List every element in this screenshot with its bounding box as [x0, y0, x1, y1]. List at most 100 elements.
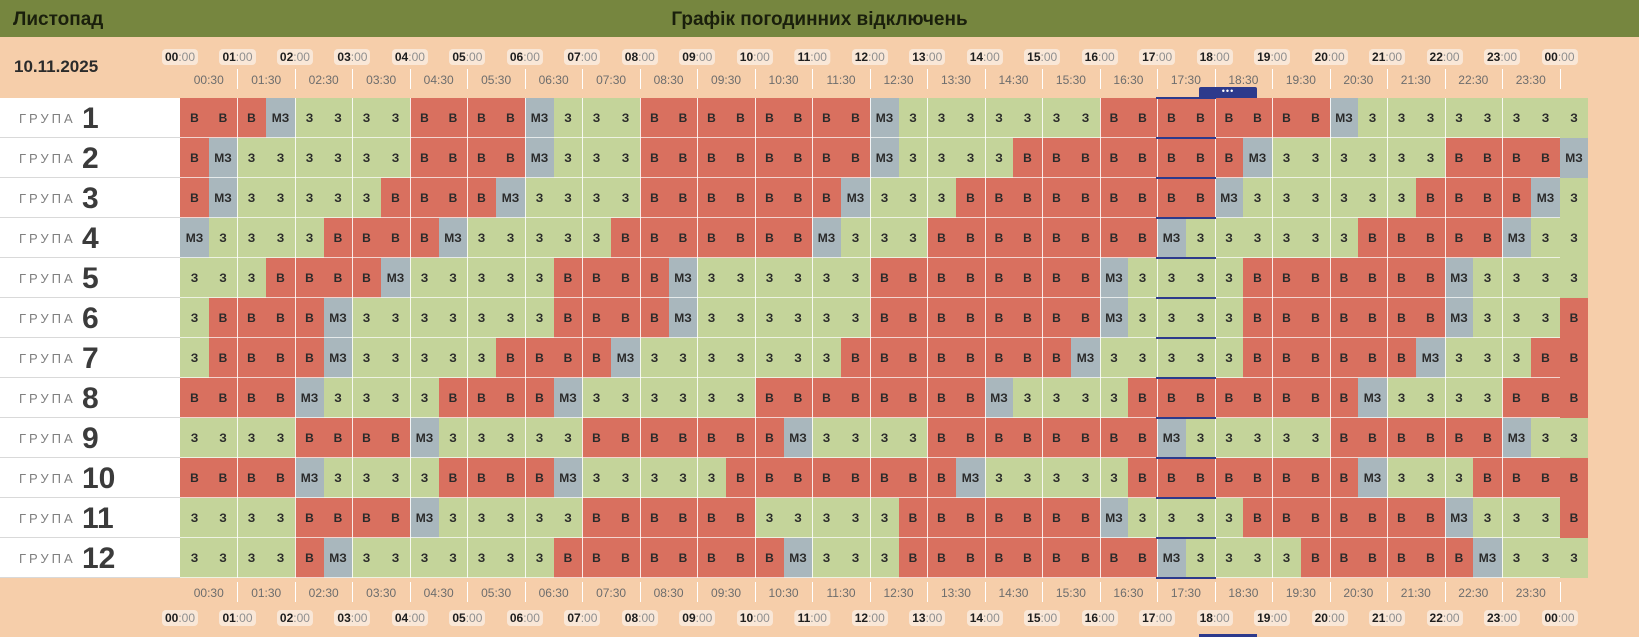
- schedule-cell[interactable]: З: [324, 178, 352, 218]
- schedule-cell[interactable]: З: [1473, 378, 1502, 418]
- schedule-cell[interactable]: В: [1186, 138, 1215, 178]
- schedule-cell[interactable]: В: [1186, 98, 1215, 138]
- schedule-cell[interactable]: В: [755, 218, 784, 258]
- schedule-cell[interactable]: З: [1502, 538, 1531, 578]
- schedule-cell[interactable]: В: [1042, 138, 1071, 178]
- schedule-cell[interactable]: В: [1387, 258, 1416, 298]
- schedule-cell[interactable]: З: [1215, 418, 1243, 458]
- schedule-cell[interactable]: З: [324, 458, 352, 498]
- schedule-cell[interactable]: В: [1186, 458, 1215, 498]
- schedule-cell[interactable]: В: [755, 178, 784, 218]
- schedule-cell[interactable]: З: [1186, 498, 1215, 538]
- schedule-cell[interactable]: В: [1243, 498, 1272, 538]
- schedule-cell[interactable]: В: [611, 258, 640, 298]
- schedule-cell[interactable]: З: [525, 178, 554, 218]
- schedule-cell[interactable]: З: [266, 498, 295, 538]
- schedule-cell[interactable]: В: [985, 538, 1013, 578]
- schedule-cell[interactable]: В: [439, 138, 467, 178]
- schedule-cell[interactable]: З: [927, 138, 956, 178]
- schedule-cell[interactable]: З: [1186, 298, 1215, 338]
- schedule-cell[interactable]: З: [582, 178, 611, 218]
- schedule-cell[interactable]: В: [784, 218, 812, 258]
- schedule-cell[interactable]: З: [525, 498, 554, 538]
- schedule-cell[interactable]: З: [870, 538, 899, 578]
- schedule-cell[interactable]: З: [784, 498, 812, 538]
- schedule-cell[interactable]: З: [640, 458, 669, 498]
- schedule-cell[interactable]: З: [1243, 218, 1272, 258]
- schedule-cell[interactable]: В: [1272, 338, 1301, 378]
- schedule-cell[interactable]: З: [1560, 418, 1588, 458]
- schedule-cell[interactable]: В: [1416, 418, 1445, 458]
- schedule-cell[interactable]: В: [1013, 258, 1042, 298]
- schedule-cell[interactable]: В: [1071, 298, 1100, 338]
- schedule-cell[interactable]: В: [611, 298, 640, 338]
- schedule-cell[interactable]: В: [582, 338, 611, 378]
- schedule-cell[interactable]: З: [1215, 538, 1243, 578]
- schedule-cell[interactable]: В: [812, 138, 841, 178]
- schedule-cell[interactable]: В: [266, 298, 295, 338]
- schedule-cell[interactable]: З: [1186, 538, 1215, 578]
- schedule-cell[interactable]: З: [1100, 458, 1128, 498]
- schedule-cell[interactable]: З: [1013, 98, 1042, 138]
- schedule-cell[interactable]: В: [640, 498, 669, 538]
- schedule-cell[interactable]: З: [237, 498, 266, 538]
- schedule-cell[interactable]: З: [985, 458, 1013, 498]
- schedule-cell[interactable]: З: [1445, 378, 1473, 418]
- schedule-cell[interactable]: В: [755, 418, 784, 458]
- schedule-cell[interactable]: В: [209, 98, 237, 138]
- schedule-cell[interactable]: В: [1215, 378, 1243, 418]
- schedule-cell[interactable]: З: [1473, 258, 1502, 298]
- schedule-cell[interactable]: В: [1013, 218, 1042, 258]
- schedule-cell[interactable]: В: [1416, 538, 1445, 578]
- schedule-cell[interactable]: В: [467, 378, 496, 418]
- schedule-cell[interactable]: В: [1445, 178, 1473, 218]
- schedule-cell[interactable]: МЗ: [295, 458, 324, 498]
- schedule-cell[interactable]: В: [1416, 298, 1445, 338]
- schedule-cell[interactable]: В: [1330, 418, 1358, 458]
- schedule-cell[interactable]: В: [554, 338, 582, 378]
- schedule-cell[interactable]: З: [496, 258, 525, 298]
- schedule-cell[interactable]: В: [1387, 338, 1416, 378]
- schedule-cell[interactable]: МЗ: [1358, 458, 1387, 498]
- schedule-cell[interactable]: З: [1358, 178, 1387, 218]
- schedule-cell[interactable]: З: [554, 418, 582, 458]
- schedule-cell[interactable]: МЗ: [1531, 178, 1560, 218]
- schedule-cell[interactable]: З: [1502, 298, 1531, 338]
- schedule-cell[interactable]: В: [669, 178, 697, 218]
- schedule-cell[interactable]: З: [697, 458, 726, 498]
- schedule-cell[interactable]: З: [841, 218, 870, 258]
- schedule-cell[interactable]: З: [870, 178, 899, 218]
- schedule-cell[interactable]: В: [726, 458, 755, 498]
- schedule-cell[interactable]: В: [266, 378, 295, 418]
- schedule-cell[interactable]: З: [1272, 138, 1301, 178]
- schedule-cell[interactable]: В: [582, 538, 611, 578]
- schedule-cell[interactable]: В: [611, 218, 640, 258]
- schedule-cell[interactable]: В: [295, 258, 324, 298]
- schedule-cell[interactable]: В: [812, 98, 841, 138]
- schedule-cell[interactable]: З: [1301, 178, 1330, 218]
- schedule-cell[interactable]: В: [1387, 538, 1416, 578]
- schedule-cell[interactable]: МЗ: [525, 138, 554, 178]
- schedule-cell[interactable]: МЗ: [209, 178, 237, 218]
- schedule-cell[interactable]: З: [1502, 338, 1531, 378]
- schedule-cell[interactable]: В: [496, 138, 525, 178]
- schedule-cell[interactable]: В: [726, 178, 755, 218]
- schedule-cell[interactable]: З: [1128, 338, 1157, 378]
- schedule-cell[interactable]: В: [410, 178, 439, 218]
- schedule-cell[interactable]: МЗ: [295, 378, 324, 418]
- schedule-cell[interactable]: В: [1013, 178, 1042, 218]
- schedule-cell[interactable]: В: [927, 338, 956, 378]
- schedule-cell[interactable]: З: [1215, 258, 1243, 298]
- schedule-cell[interactable]: З: [841, 298, 870, 338]
- schedule-cell[interactable]: З: [1560, 538, 1588, 578]
- schedule-cell[interactable]: В: [237, 458, 266, 498]
- schedule-cell[interactable]: З: [812, 418, 841, 458]
- schedule-cell[interactable]: В: [640, 178, 669, 218]
- schedule-cell[interactable]: В: [640, 258, 669, 298]
- schedule-cell[interactable]: З: [496, 218, 525, 258]
- schedule-cell[interactable]: З: [697, 338, 726, 378]
- schedule-cell[interactable]: В: [1502, 458, 1531, 498]
- schedule-cell[interactable]: В: [1272, 458, 1301, 498]
- schedule-cell[interactable]: В: [237, 378, 266, 418]
- schedule-cell[interactable]: В: [1013, 418, 1042, 458]
